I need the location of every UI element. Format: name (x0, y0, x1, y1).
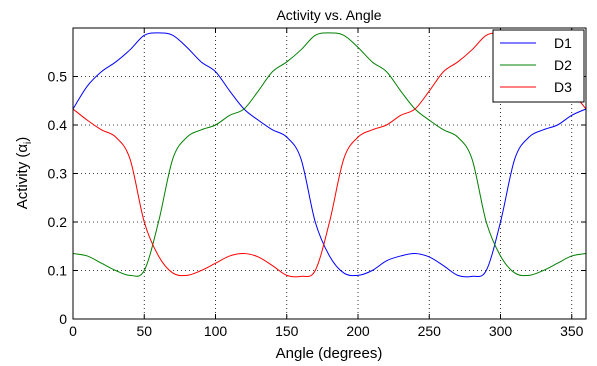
y-tick-label: 0.3 (48, 166, 68, 182)
y-tick-label: 0.2 (48, 214, 68, 230)
legend-items: D1 D2 D3 (500, 35, 572, 95)
x-tick-label: 0 (69, 323, 77, 339)
x-tick-label: 200 (346, 323, 370, 339)
legend-label-d3: D3 (554, 79, 572, 95)
x-tick-label: 300 (489, 323, 513, 339)
y-tick-label: 0 (59, 311, 67, 327)
chart-title: Activity vs. Angle (276, 7, 381, 23)
legend-label-d1: D1 (554, 35, 572, 51)
y-axis-title-tail: ) (14, 137, 31, 142)
x-tick-label: 50 (136, 323, 152, 339)
y-axis-title-main: Activity (α (14, 144, 31, 210)
legend-box (492, 29, 585, 103)
y-tick-label: 0.5 (48, 69, 68, 85)
y-axis-title-subscript: i (23, 142, 34, 144)
x-axis-title: Angle (degrees) (276, 345, 383, 362)
y-tick-label: 0.4 (48, 117, 68, 133)
y-tick-label: 0.1 (48, 263, 68, 279)
y-axis-title: Activity (αi) (14, 137, 34, 210)
axes: 0 50 100 150 200 250 300 350 0 0.1 0.2 0.3 0.4 0.5 (48, 28, 586, 339)
legend: D1 D2 D3 (492, 29, 585, 103)
x-tick-label: 250 (418, 323, 442, 339)
series-line-d2 (72, 32, 587, 277)
x-tick-label: 350 (560, 323, 584, 339)
x-tick-label: 150 (275, 323, 299, 339)
legend-label-d2: D2 (554, 57, 572, 73)
series-line-d1 (72, 32, 587, 278)
x-tick-label: 100 (204, 323, 228, 339)
